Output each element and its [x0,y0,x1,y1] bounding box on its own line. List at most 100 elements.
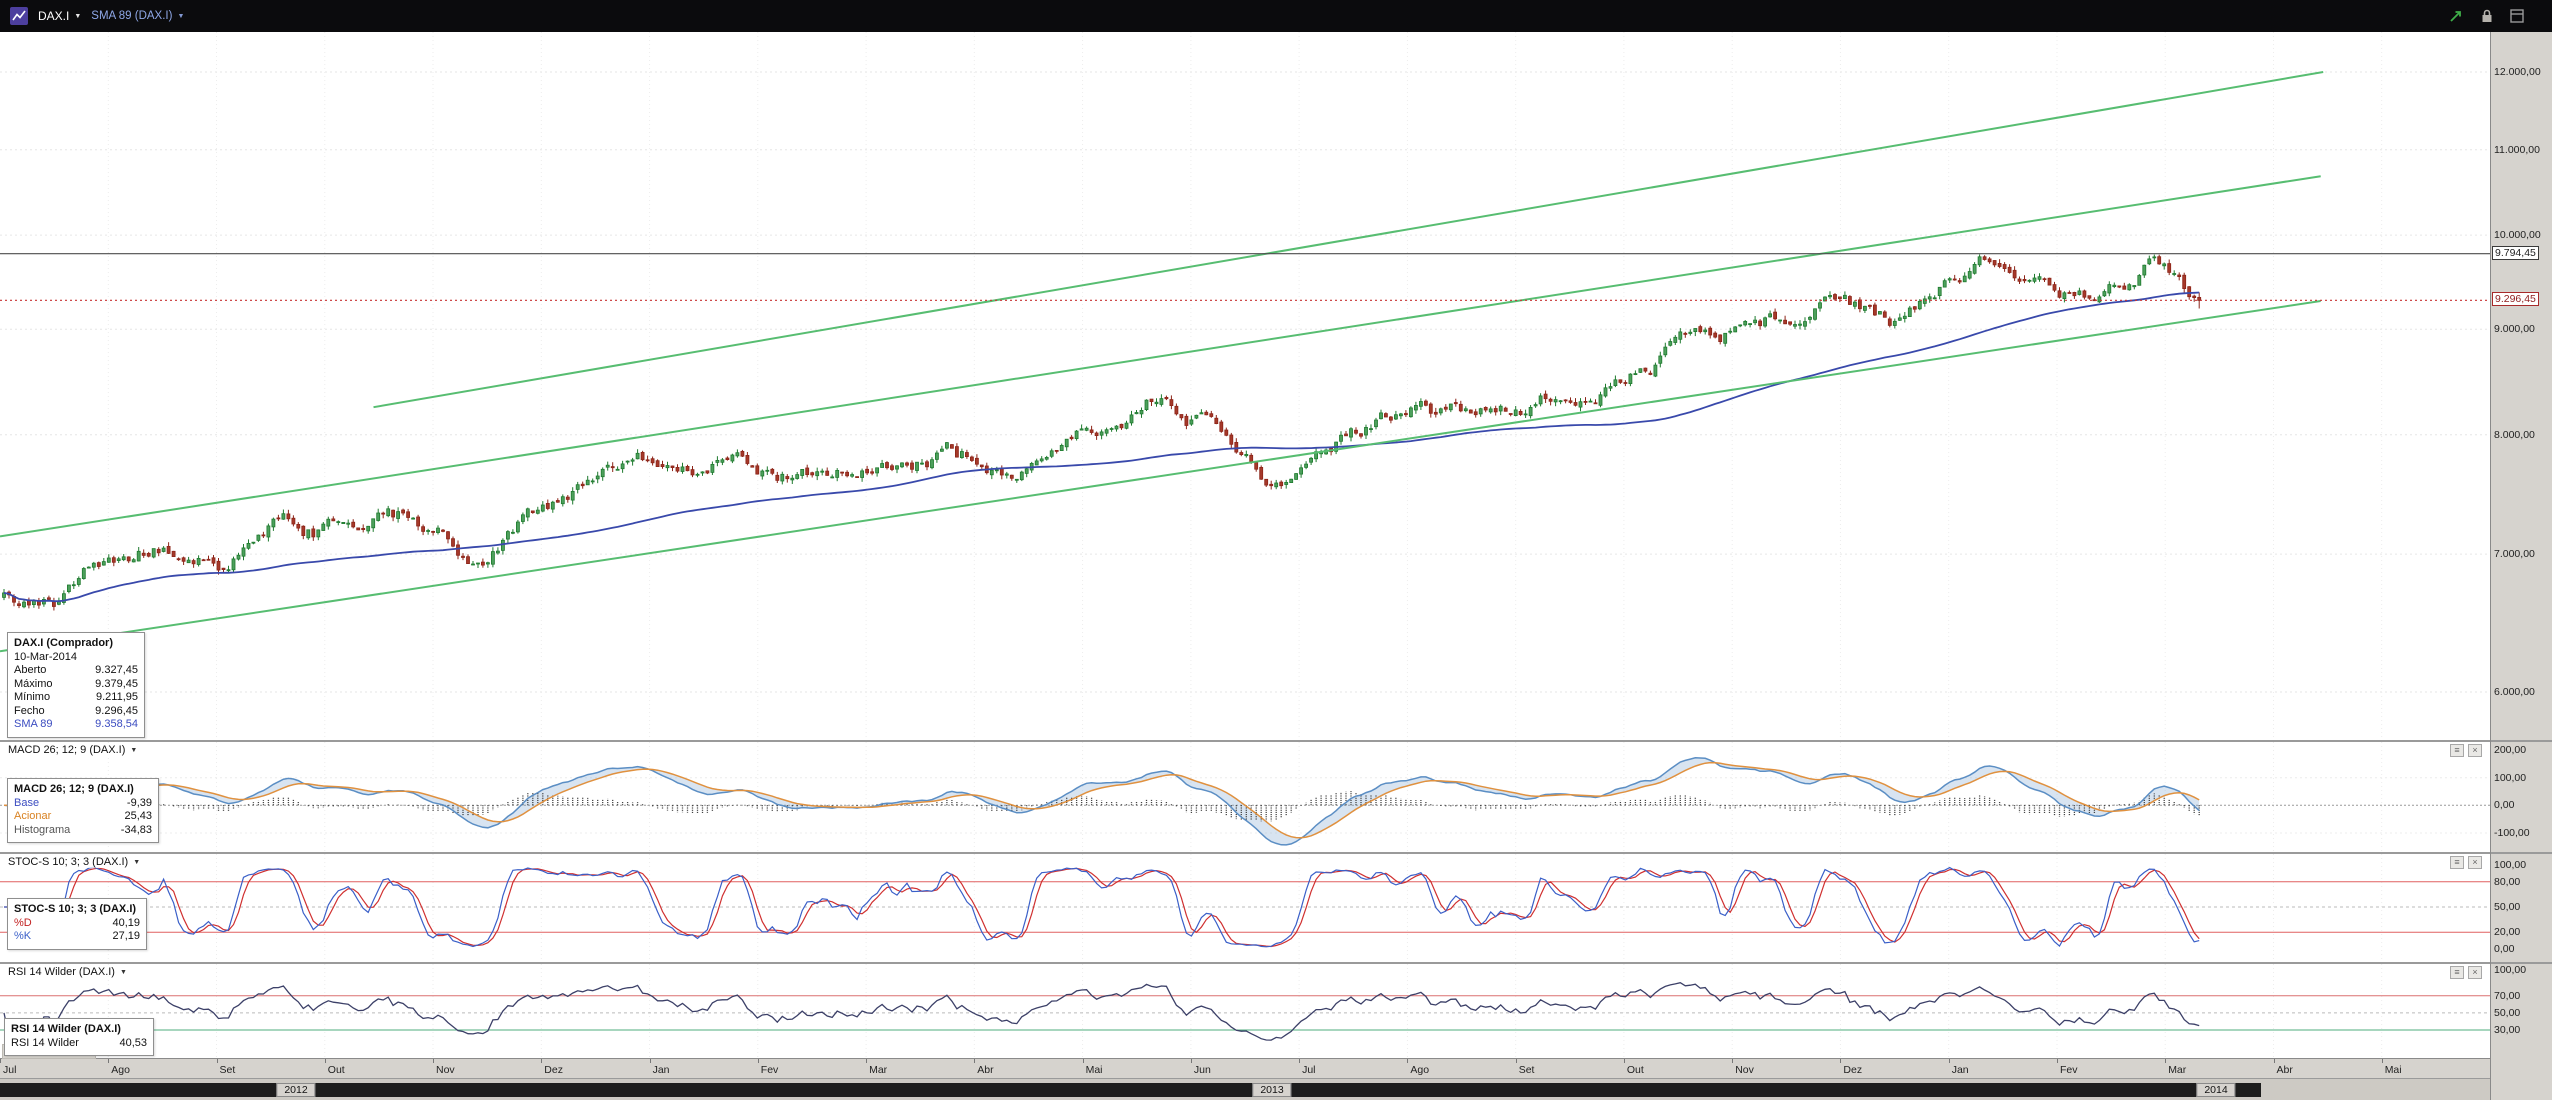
macd-tooltip: MACD 26; 12; 9 (DAX.I) Base -9,39 Acionar… [7,778,159,843]
price-chart-plot[interactable] [0,32,2490,740]
panel-close-icon[interactable]: × [2468,966,2482,979]
month-label: Fev [2060,1064,2078,1076]
tooltip-value: 9.379,45 [95,677,138,690]
panel-settings-icon[interactable]: ≡ [2450,966,2464,979]
month-tick [108,1059,110,1063]
axis-tick-label: 9.000,00 [2494,323,2535,336]
scrollbar-range[interactable] [0,1083,2261,1097]
month-tick [2273,1059,2275,1063]
panel-settings-icon[interactable]: ≡ [2450,856,2464,869]
month-label: Abr [2276,1064,2293,1076]
tooltip-title: MACD 26; 12; 9 (DAX.I) [14,783,134,795]
price-axis[interactable]: 12.000,00 11.000,00 10.000,00 9.000,00 8.000… [2491,32,2552,1100]
tooltip-label: RSI 14 Wilder [11,1036,79,1049]
panel-divider[interactable] [0,852,2552,854]
panel-settings-icon[interactable]: ≡ [2450,744,2464,757]
tooltip-value: -34,83 [120,823,152,836]
month-label: Ago [111,1064,130,1076]
stochastic-plot[interactable] [0,854,2490,962]
tooltip-row: Fecho 9.296,45 [14,705,138,719]
tooltip-title: DAX.I (Comprador) [14,637,113,649]
rsi-plot[interactable] [0,964,2490,1058]
price-tooltip: DAX.I (Comprador) 10-Mar-2014 Aberto 9.32… [7,632,145,738]
month-label: Out [327,1064,345,1076]
tooltip-value: 9.296,45 [95,704,138,717]
tooltip-label: %D [14,916,32,929]
axis-divider [2490,32,2491,1100]
macd-panel: MACD 26; 12; 9 (DAX.I) ▼ ≡ × MACD 26; 12… [0,742,2490,852]
macd-plot[interactable] [0,742,2490,852]
axis-tick-label: 70,00 [2494,989,2521,1002]
panel-divider[interactable] [0,740,2552,742]
tooltip-value: 27,19 [112,930,140,942]
tooltip-row: Base -9,39 [14,797,152,811]
axis-tick-label: 11.000,00 [2494,143,2540,156]
month-tick [1948,1059,1950,1063]
stochastic-indicator-selector[interactable]: STOC-S 10; 3; 3 (DAX.I) ▼ [6,856,143,868]
month-label: Set [1518,1064,1535,1076]
month-tick [2057,1059,2058,1063]
month-tick [1190,1059,1192,1063]
tooltip-date: 10-Mar-2014 [14,650,77,663]
month-tick [324,1059,326,1063]
dropdown-caret-icon: ▼ [130,746,138,754]
growth-arrow-icon[interactable] [2448,8,2464,24]
month-label: Jan [652,1064,670,1076]
tooltip-title: STOC-S 10; 3; 3 (DAX.I) [14,903,137,915]
year-label: 2012 [276,1083,316,1097]
month-tick [1623,1059,1625,1063]
panel-divider[interactable] [0,962,2552,964]
month-tick [541,1059,543,1063]
instrument-chart-icon [10,7,28,25]
time-axis[interactable]: Jul Ago Set Out Nov Dez Jan Fev Mar Abr Mai Jun Jul A… [0,1058,2490,1078]
panel-close-icon[interactable]: × [2468,856,2482,869]
overlay-indicator-selector[interactable]: SMA 89 (DAX.I) ▼ [91,10,184,22]
stochastic-panel: STOC-S 10; 3; 3 (DAX.I) ▼ ≡ × STOC-S 10;… [0,854,2490,962]
month-label: Jun [1193,1064,1211,1076]
tooltip-row: SMA 89 9.358,54 [14,718,138,732]
tooltip-value: 40,53 [119,1036,147,1049]
year-label: 2014 [2196,1083,2236,1097]
tooltip-label: SMA 89 [14,718,53,730]
month-tick [433,1059,434,1063]
axis-tick-label: 0,00 [2494,799,2515,812]
macd-indicator-selector[interactable]: MACD 26; 12; 9 (DAX.I) ▼ [6,744,140,756]
rsi-indicator-selector[interactable]: RSI 14 Wilder (DAX.I) ▼ [6,966,129,978]
timeline-scrollbar[interactable]: 2012 2013 2014 [0,1078,2490,1100]
dropdown-caret-icon: ▼ [119,968,127,976]
tooltip-value: 25,43 [124,810,152,822]
axis-tick-label: 30,00 [2494,1024,2521,1036]
tooltip-row: Mínimo 9.211,95 [14,691,138,705]
month-tick [757,1059,759,1063]
month-tick [2165,1059,2167,1063]
tooltip-value: -9,39 [126,796,152,809]
rsi-panel: RSI 14 Wilder (DAX.I) ▼ ≡ × RSI 14 Wilde… [0,964,2490,1058]
month-label: Mai [1085,1064,1103,1076]
panel-close-icon[interactable]: × [2468,744,2482,757]
stochastic-header-label: STOC-S 10; 3; 3 (DAX.I) [8,856,129,868]
symbol-selector[interactable]: DAX.I ▼ [38,9,81,23]
tooltip-value: 9.211,95 [95,691,138,703]
month-label: Mar [2168,1064,2187,1076]
tooltip-value: 9.358,54 [95,718,138,730]
tooltip-value: 9.327,45 [95,664,138,676]
month-tick [0,1059,1,1063]
month-tick [974,1059,976,1063]
dropdown-caret-icon: ▼ [133,858,141,866]
month-label: Dez [544,1064,563,1076]
month-label: Fev [760,1064,779,1076]
tooltip-label: Máximo [14,677,53,690]
workspace-icon[interactable] [2510,9,2524,23]
axis-tick-label: 8.000,00 [2494,428,2535,441]
tooltip-title: RSI 14 Wilder (DAX.I) [11,1023,121,1035]
year-label: 2013 [1252,1083,1292,1097]
lock-icon[interactable] [2480,8,2494,24]
tooltip-label: Aberto [14,664,47,676]
tooltip-label: %K [14,930,32,942]
axis-tick-label: 0,00 [2494,943,2515,955]
month-tick [649,1059,651,1063]
month-label: Out [1626,1064,1644,1076]
month-tick [1407,1059,1409,1063]
overlay-indicator-label: SMA 89 (DAX.I) [91,10,173,22]
tooltip-label: Fecho [14,704,45,717]
